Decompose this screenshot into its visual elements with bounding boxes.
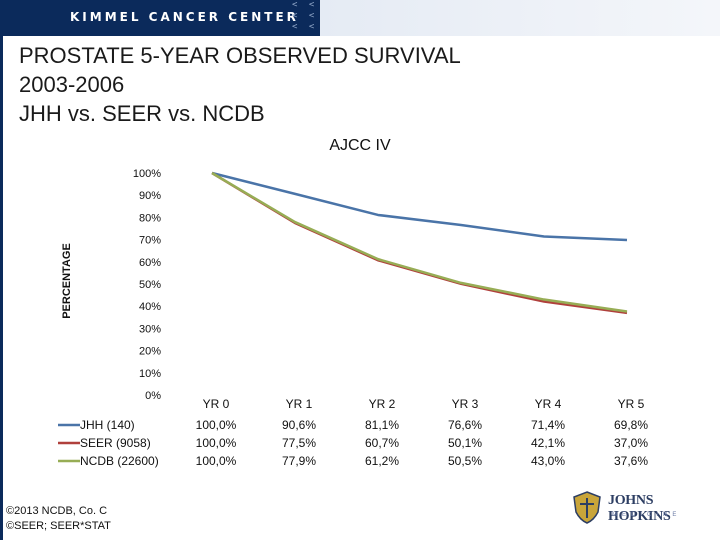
legend-label: NCDB (22600): [80, 454, 159, 468]
header-title: KIMMEL CANCER CENTER: [70, 10, 299, 24]
shield-icon: [573, 491, 601, 524]
left-rule: [0, 36, 3, 540]
data-label: 37,6%: [614, 454, 648, 468]
chevron-decoration: < < <: [292, 22, 335, 32]
x-tick-label: YR 2: [369, 397, 396, 411]
y-tick-label: 30%: [139, 323, 161, 335]
series-line-3: [211, 171, 628, 313]
data-label: 60,7%: [365, 436, 399, 450]
y-tick-label: 10%: [139, 368, 161, 380]
series-line-2: [211, 171, 628, 315]
survival-line-chart: 100% 90% 80% 70% 60% 50% 40% 30% 20% 10% 0% YR 0 YR…: [58, 168, 648, 468]
legend-label: SEER (9058): [80, 436, 151, 450]
data-label: 100,0%: [196, 454, 237, 468]
slide-title-line-3: JHH vs. SEER vs. NCDB: [19, 101, 265, 126]
data-label: 100,0%: [196, 436, 237, 450]
copyright-line-2: ©SEER; SEER*STAT: [6, 520, 111, 532]
y-tick-label: 90%: [139, 190, 161, 202]
y-tick-label: 0%: [145, 390, 161, 402]
y-tick-label: 20%: [139, 346, 161, 358]
x-tick-label: YR 4: [535, 397, 562, 411]
header-right-panel: [320, 0, 720, 36]
x-tick-label: YR 1: [286, 397, 313, 411]
data-label: 77,9%: [282, 454, 316, 468]
data-label: 37,0%: [614, 436, 648, 450]
copyright-line-1: ©2013 NCDB, Co. C: [6, 505, 108, 517]
data-label: 77,5%: [282, 436, 316, 450]
data-label: 50,5%: [448, 454, 482, 468]
data-label: 71,4%: [531, 418, 565, 432]
slide-title-line-1: PROSTATE 5-YEAR OBSERVED SURVIVAL: [19, 43, 461, 68]
x-tick-label: YR 5: [618, 397, 645, 411]
chart-title: AJCC IV: [329, 137, 391, 154]
data-label: 90,6%: [282, 418, 316, 432]
data-label: 76,6%: [448, 418, 482, 432]
x-tick-label: YR 3: [452, 397, 479, 411]
data-label: 61,2%: [365, 454, 399, 468]
logo-text: JOHNS HOPKINS: [608, 493, 671, 524]
y-tick-label: 50%: [139, 279, 161, 291]
logo-subtext: MEDICINE: [612, 512, 682, 518]
y-tick-label: 100%: [133, 168, 161, 180]
x-tick-label: YR 0: [203, 397, 230, 411]
data-label: 42,1%: [531, 436, 565, 450]
legend-label: JHH (140): [80, 418, 135, 432]
johns-hopkins-logo: JOHNS HOPKINS MEDICINE: [572, 490, 696, 524]
data-label: 69,8%: [614, 418, 648, 432]
data-label: 43,0%: [531, 454, 565, 468]
y-tick-label: 70%: [139, 235, 161, 247]
slide-title-line-2: 2003-2006: [19, 72, 125, 97]
chevron-decoration: < < <: [292, 11, 335, 21]
y-tick-label: 60%: [139, 257, 161, 269]
data-label: 100,0%: [196, 418, 237, 432]
data-label: 50,1%: [448, 436, 482, 450]
chevron-decoration: < < <: [292, 0, 335, 10]
data-label: 81,1%: [365, 418, 399, 432]
y-tick-label: 40%: [139, 301, 161, 313]
series-line-1: [211, 171, 628, 242]
y-tick-label: 80%: [139, 212, 161, 224]
